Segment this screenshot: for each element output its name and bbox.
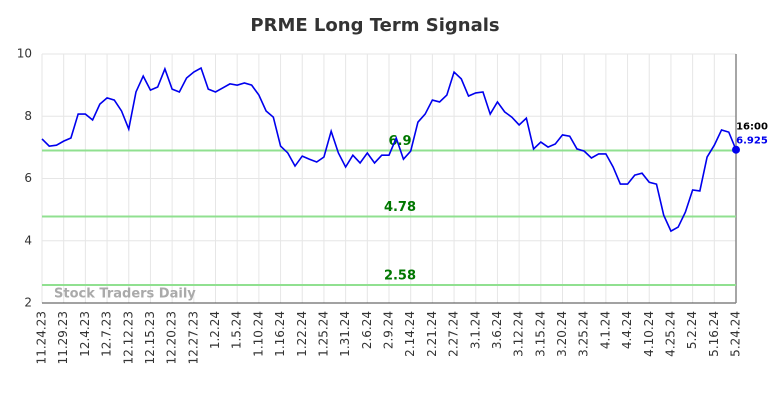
- x-tick-label: 1.25.24: [316, 311, 330, 357]
- signal-label: 4.78: [384, 200, 416, 215]
- x-tick-label: 12.12.23: [121, 311, 135, 364]
- x-tick-label: 3.20.24: [555, 311, 569, 357]
- y-tick-label: 10: [17, 47, 32, 61]
- x-tick-label: 5.24.24: [729, 311, 743, 357]
- watermark: Stock Traders Daily: [54, 287, 196, 302]
- x-tick-label: 4.1.24: [598, 311, 612, 349]
- x-tick-label: 3.1.24: [468, 311, 482, 349]
- x-tick-label: 1.16.24: [273, 311, 287, 357]
- x-tick-label: 1.2.24: [208, 311, 222, 349]
- x-tick-label: 2.9.24: [382, 311, 396, 349]
- x-tick-label: 11.24.23: [35, 311, 49, 364]
- x-tick-label: 4.4.24: [620, 311, 634, 349]
- x-tick-label: 2.6.24: [360, 311, 374, 349]
- price-line: [41, 66, 737, 233]
- y-tick-label: 2: [24, 296, 32, 310]
- x-tick-label: 12.27.23: [186, 311, 200, 364]
- last-time: 16:00: [736, 122, 768, 133]
- x-tick-label: 5.2.24: [685, 311, 699, 349]
- x-tick-label: 3.25.24: [577, 311, 591, 357]
- last-point: [732, 145, 740, 154]
- y-tick-label: 4: [24, 233, 32, 247]
- x-tick-label: 4.10.24: [642, 311, 656, 357]
- y-tick-label: 8: [24, 109, 32, 123]
- signal-label: 6.9: [388, 134, 411, 149]
- chart-title: PRME Long Term Signals: [250, 15, 499, 36]
- y-tick-label: 6: [24, 171, 32, 185]
- x-tick-label: 12.15.23: [143, 311, 157, 364]
- signal-label: 2.58: [384, 268, 416, 283]
- x-tick-label: 3.6.24: [490, 311, 504, 349]
- x-tick-label: 2.14.24: [403, 311, 417, 357]
- x-tick-label: 11.29.23: [56, 311, 70, 364]
- x-tick-label: 4.25.24: [663, 311, 677, 357]
- x-tick-label: 2.21.24: [425, 311, 439, 357]
- x-tick-label: 1.10.24: [251, 311, 265, 357]
- last-value: 6.925: [736, 136, 768, 147]
- x-tick-label: 2.27.24: [447, 311, 461, 357]
- x-tick-label: 3.12.24: [512, 311, 526, 357]
- x-tick-label: 1.22.24: [295, 311, 309, 357]
- x-tick-label: 12.20.23: [165, 311, 179, 364]
- x-tick-label: 3.15.24: [533, 311, 547, 357]
- x-tick-label: 1.5.24: [230, 311, 244, 349]
- x-tick-label: 12.4.23: [78, 311, 92, 357]
- x-tick-label: 5.16.24: [707, 311, 721, 357]
- x-tick-label: 12.7.23: [100, 311, 114, 357]
- x-tick-label: 1.31.24: [338, 311, 352, 357]
